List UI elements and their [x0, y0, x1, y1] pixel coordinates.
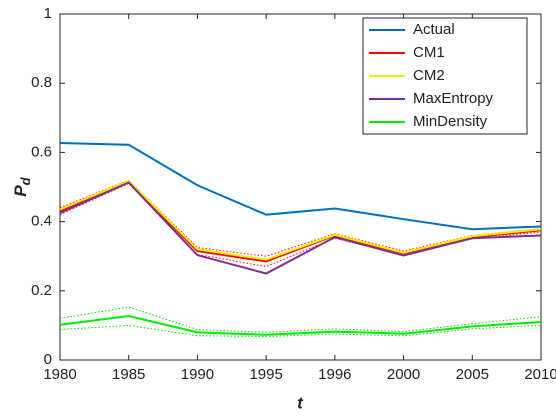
series-line: [59, 142, 542, 231]
x-tick-label: 1990: [181, 366, 214, 383]
legend-label: Actual: [413, 21, 455, 38]
x-tick-label: 2010: [524, 366, 556, 383]
x-axis-label: t: [297, 393, 304, 412]
y-axis-label-main: P: [11, 185, 30, 197]
y-axis-label: Pd: [11, 176, 33, 196]
y-tick-label: 0.4: [31, 213, 52, 230]
y-tick-label: 0: [44, 351, 52, 368]
series-line: [59, 181, 542, 275]
y-tick-label: 1: [44, 5, 52, 22]
x-tick-label: 2005: [456, 366, 489, 383]
x-tick-label: 1995: [249, 366, 282, 383]
legend-label: MinDensity: [413, 113, 488, 130]
x-tick-label: 1985: [112, 366, 145, 383]
y-tick-label: 0.8: [31, 74, 52, 91]
series-line: [59, 179, 542, 261]
x-tick-label: 1996: [318, 366, 351, 383]
y-tick-label: 0.6: [31, 143, 52, 160]
legend-label: CM2: [413, 67, 445, 84]
y-axis-label-subscript: d: [18, 176, 33, 185]
band-line: [59, 306, 542, 333]
x-tick-label: 1980: [43, 366, 76, 383]
y-tick-label: 0.2: [31, 282, 52, 299]
series-line: [59, 315, 542, 336]
x-tick-label: 2000: [387, 366, 420, 383]
legend-label: MaxEntropy: [413, 90, 494, 107]
legend-label: CM1: [413, 44, 445, 61]
